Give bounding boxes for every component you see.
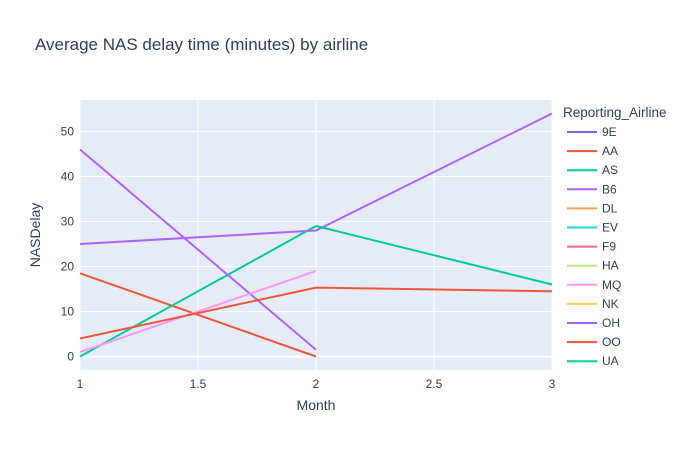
- x-tick-labels: 1 1.5 2 2.5 3: [77, 377, 556, 391]
- y-tick-label: 0: [67, 350, 74, 364]
- legend-label: AA: [602, 144, 618, 158]
- series-line-as: [79, 225, 317, 358]
- legend-label: B6: [602, 182, 617, 196]
- legend-item-b6[interactable]: B6: [567, 182, 617, 196]
- y-tick-label: 40: [61, 170, 75, 184]
- series-line-aa: [79, 272, 317, 358]
- legend-item-mq[interactable]: MQ: [567, 278, 621, 292]
- legend-item-oo[interactable]: OO: [567, 335, 621, 349]
- legend-item-9e[interactable]: 9E: [567, 125, 617, 139]
- y-tick-labels: 0 10 20 30 40 50: [61, 125, 75, 364]
- legend-label: MQ: [602, 278, 621, 292]
- x-axis-title: Month: [297, 397, 336, 413]
- chart-title: Average NAS delay time (minutes) by airl…: [35, 35, 368, 54]
- x-tick-label: 2.5: [426, 377, 443, 391]
- y-tick-label: 20: [61, 260, 75, 274]
- legend-label: NK: [602, 297, 619, 311]
- legend-label: DL: [602, 201, 618, 215]
- legend-item-as[interactable]: AS: [567, 163, 618, 177]
- legend-label: EV: [602, 221, 618, 235]
- y-tick-label: 10: [61, 305, 75, 319]
- legend-item-f9[interactable]: F9: [567, 240, 616, 254]
- y-tick-label: 50: [61, 125, 75, 139]
- legend-items: 9E AA AS B6 DL EV F9 HA MQ NK OH OO UA: [567, 125, 621, 368]
- series-line-ua: [315, 225, 553, 286]
- legend-title: Reporting_Airline: [563, 105, 667, 120]
- series-layer: [79, 112, 553, 358]
- series-line-mq: [79, 270, 317, 353]
- y-axis-title: NASDelay: [27, 203, 43, 268]
- legend-item-ua[interactable]: UA: [567, 354, 619, 368]
- y-tick-label: 30: [61, 215, 75, 229]
- series-line-oo: [79, 286, 553, 340]
- legend-label: OH: [602, 316, 620, 330]
- series-line-oh: [79, 112, 553, 245]
- legend-label: F9: [602, 240, 616, 254]
- x-tick-label: 3: [549, 377, 556, 391]
- x-tick-label: 2: [313, 377, 320, 391]
- legend-label: UA: [602, 354, 619, 368]
- legend: Reporting_Airline 9E AA AS B6 DL EV F9 HA MQ NK OH…: [563, 105, 667, 368]
- legend-item-nk[interactable]: NK: [567, 297, 619, 311]
- legend-label: AS: [602, 163, 618, 177]
- legend-label: 9E: [602, 125, 617, 139]
- legend-item-aa[interactable]: AA: [567, 144, 618, 158]
- x-tick-label: 1: [77, 377, 84, 391]
- legend-item-ev[interactable]: EV: [567, 221, 618, 235]
- x-tick-label: 1.5: [190, 377, 207, 391]
- legend-item-ha[interactable]: HA: [567, 259, 619, 273]
- legend-label: HA: [602, 259, 619, 273]
- series-line-b6: [79, 148, 317, 351]
- legend-label: OO: [602, 335, 621, 349]
- legend-item-oh[interactable]: OH: [567, 316, 620, 330]
- legend-item-dl[interactable]: DL: [567, 201, 618, 215]
